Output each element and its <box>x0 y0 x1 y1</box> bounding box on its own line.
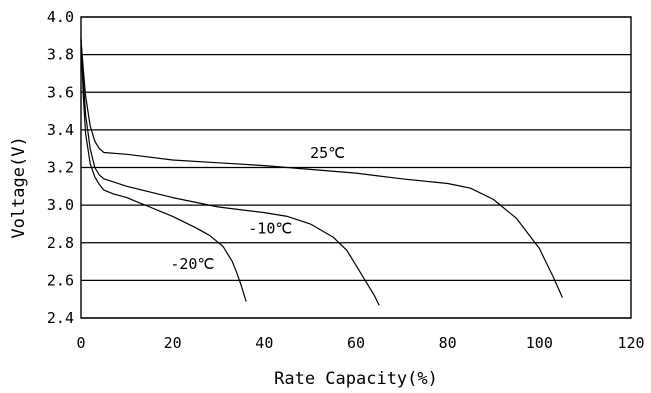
y-axis-title: Voltage(V) <box>9 136 29 238</box>
x-tick-labels: 0 20 40 60 80 100 120 <box>76 334 644 352</box>
x-axis-title: Rate Capacity(%) <box>274 369 438 389</box>
y-tick-label: 3.2 <box>47 159 74 177</box>
y-tick-label: 4.0 <box>47 8 74 26</box>
x-tick-label: 20 <box>164 334 182 352</box>
y-tick-label: 3.6 <box>47 83 74 101</box>
x-tick-label: 120 <box>617 334 644 352</box>
x-tick-label: 80 <box>439 334 457 352</box>
plot-frame <box>80 16 632 319</box>
series-label-2: -20℃ <box>170 255 214 273</box>
series-line-0 <box>80 38 563 298</box>
y-tick-label: 3.4 <box>47 121 74 139</box>
y-tick-label: 2.6 <box>47 271 74 289</box>
y-tick-label: 2.4 <box>47 309 74 327</box>
y-tick-label: 2.8 <box>47 234 74 252</box>
series-layer <box>80 38 563 306</box>
x-tick-label: 0 <box>76 334 85 352</box>
y-tick-label: 3.0 <box>47 196 74 214</box>
series-label-0: 25℃ <box>310 144 345 162</box>
series-labels: 25℃ -10℃ -20℃ <box>170 144 345 273</box>
x-tick-label: 40 <box>255 334 273 352</box>
series-line-2 <box>80 38 247 302</box>
x-tick-label: 60 <box>347 334 365 352</box>
series-label-1: -10℃ <box>248 219 292 237</box>
y-tick-labels: 2.4 2.6 2.8 3.0 3.2 3.4 3.6 3.8 4.0 <box>47 8 74 327</box>
series-line-1 <box>80 38 380 306</box>
grid-layer <box>81 16 631 319</box>
x-tick-label: 100 <box>526 334 553 352</box>
y-tick-label: 3.8 <box>47 46 74 64</box>
